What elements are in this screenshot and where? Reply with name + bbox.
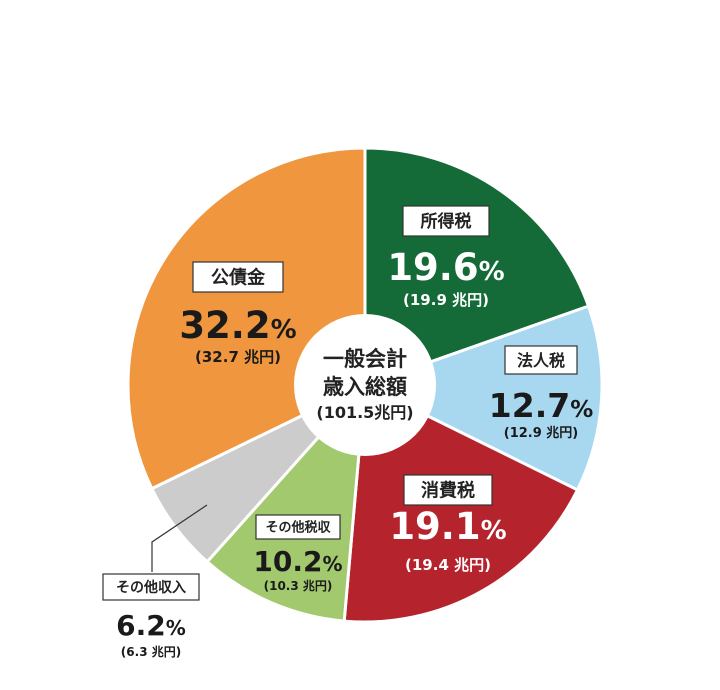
slice-percent-label: 10.2% <box>253 545 342 578</box>
center-label-line-1: 一般会計 <box>323 347 407 371</box>
donut-hole <box>294 314 436 456</box>
slice-amount-label: (19.9 兆円) <box>403 291 489 309</box>
slice-tag-box <box>403 474 493 506</box>
slice-label-income-tax: 所得税 19.6% (19.9 兆円) <box>387 205 505 309</box>
slice-label-other-tax: その他税収 10.2%(10.3 兆円) <box>253 514 343 593</box>
center-label-line-2: 歳入総額 <box>323 375 407 399</box>
slice-percent-label: 6.2% <box>116 609 186 642</box>
slice-amount-label: (19.4 兆円) <box>405 556 491 574</box>
slice-category-label: 公債金 <box>211 266 266 288</box>
slice-tag-box <box>102 573 200 601</box>
slice-label-corporate-tax: 法人税 12.7%(12.9 兆円) <box>489 345 593 441</box>
slice-percent-label: 32.2% <box>179 304 296 347</box>
center-label-total: (101.5兆円) <box>316 403 413 422</box>
slice-category-label: その他税収 <box>265 520 331 536</box>
slice-label-consumption-tax: 消費税 19.1% (19.4 兆円) <box>389 474 507 574</box>
slice-percent-label: 12.7% <box>489 386 593 425</box>
slice-tag-box <box>192 261 284 293</box>
slice-tag-box <box>255 514 341 540</box>
slice-labels: 所得税 19.6% (19.9 兆円) 法人税 12.7%(12.9 兆円) 消費税 19.… <box>102 205 593 659</box>
slice-category-label: 法人税 <box>517 351 565 370</box>
slice-label-other-revenue: その他収入 6.2% (6.3 兆円) <box>102 573 200 659</box>
slice-category-label: その他収入 <box>116 579 186 596</box>
slice-category-label: 消費税 <box>421 479 475 501</box>
slice-tag-box <box>402 205 490 237</box>
slice-tag-box <box>504 345 578 375</box>
slice-label-public-bonds: 公債金 32.2%(32.7 兆円) <box>179 261 297 366</box>
slice-amount-label: (32.7 兆円) <box>195 348 281 366</box>
slice-category-label: 所得税 <box>421 211 472 232</box>
leader-line-other-revenue <box>151 504 208 572</box>
slice-amount-label: (6.3 兆円) <box>121 644 181 659</box>
slice-percent-label: 19.6% <box>387 246 504 289</box>
slice-amount-label: (12.9 兆円) <box>504 425 578 441</box>
slice-percent-label: 19.1% <box>389 505 506 548</box>
center-label: 一般会計 歳入総額 (101.5兆円) <box>316 347 413 422</box>
slice-amount-label: (10.3 兆円) <box>264 578 333 593</box>
